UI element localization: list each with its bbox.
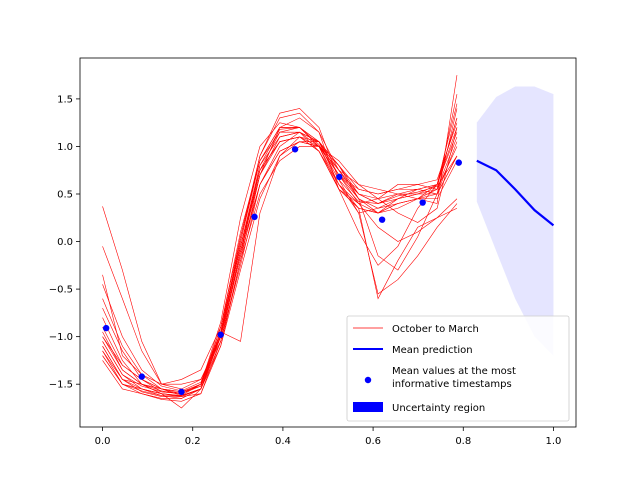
y-tick-label: 1.0 <box>57 142 73 153</box>
y-tick-label: −1.0 <box>49 332 73 343</box>
x-tick-label: 1.0 <box>546 436 562 447</box>
y-tick-label: −1.5 <box>49 380 73 391</box>
mean-value-point-1 <box>102 324 110 332</box>
uncertainty-region <box>476 86 554 356</box>
y-tick-label: −0.5 <box>49 285 73 296</box>
october-to-march-line-14 <box>102 136 458 402</box>
mean-value-point-3 <box>178 388 185 396</box>
october-to-march-line-13 <box>102 112 458 396</box>
mean-value-point-6 <box>291 146 299 153</box>
legend-label-mean-prediction: Mean prediction <box>392 345 473 356</box>
x-tick-label: 0.2 <box>185 436 201 447</box>
mean-prediction-line <box>476 159 555 227</box>
october-to-march-line-16 <box>102 117 458 393</box>
mean-value-point-9 <box>419 199 426 206</box>
y-tick-label: 0.0 <box>57 237 73 248</box>
legend-label-mean-values: Mean values at the most informative time… <box>392 366 519 390</box>
legend-label-mean-values-line1: Mean values at the most <box>392 366 516 377</box>
mean-value-point-8 <box>378 216 386 223</box>
mean-value-point-4 <box>217 331 224 338</box>
legend-marker-mean-values <box>364 376 372 384</box>
y-tick-label: 0.5 <box>57 189 73 200</box>
axes-frame <box>79 57 577 428</box>
x-tick-label: 0.0 <box>95 436 111 447</box>
x-tick-label: 0.4 <box>275 436 291 447</box>
october-to-march-line-18 <box>102 127 458 395</box>
legend-label-uncertainty-region: Uncertainty region <box>392 403 485 414</box>
plot-area <box>102 75 555 409</box>
legend-frame <box>346 315 570 422</box>
x-tick-label: 0.6 <box>365 436 381 447</box>
legend-label-mean-values-line2: informative timestamps <box>392 379 512 390</box>
legend: October to March Mean prediction Mean va… <box>346 315 570 422</box>
y-tick-label: 1.5 <box>57 94 73 105</box>
mean-value-point-7 <box>336 173 343 181</box>
legend-marker-uncertainty-region <box>353 402 383 412</box>
axis-ticks: 0.0 0.2 0.4 0.6 0.8 1.0 −1.5 −1.0 −0.5 0.0 0.5 1.0 1… <box>49 94 562 447</box>
x-tick-label: 0.8 <box>455 436 471 447</box>
mean-value-point-2 <box>138 373 145 380</box>
october-to-march-line-19 <box>102 75 458 396</box>
mean-value-point-5 <box>251 213 258 221</box>
legend-label-october-to-march: October to March <box>392 324 479 335</box>
mean-value-point-10 <box>455 159 462 166</box>
october-to-march-line-11 <box>102 127 458 397</box>
october-to-march-line-20 <box>102 127 458 395</box>
